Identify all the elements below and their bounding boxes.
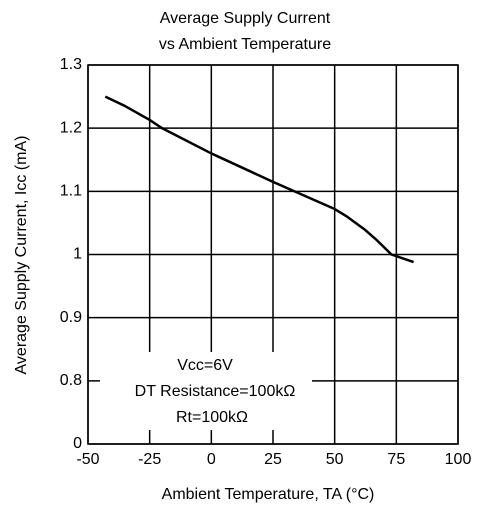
chart-title: Average Supply Current xyxy=(160,10,331,27)
y-tick-label: 0.8 xyxy=(60,372,82,389)
annotation-bg xyxy=(100,352,312,430)
x-tick-label: -25 xyxy=(138,451,161,468)
plot-frame xyxy=(87,64,459,445)
y-tick-label: 1.2 xyxy=(60,119,82,136)
y-tick-label: 1 xyxy=(73,246,82,263)
data-line xyxy=(104,95,415,264)
y-tick-label: 1.3 xyxy=(60,56,82,73)
x-axis-label: Ambient Temperature, TA (°C) xyxy=(162,486,375,503)
x-tick-label: 75 xyxy=(387,451,405,468)
y-tick-label: 0 xyxy=(73,435,82,452)
x-tick-label: 25 xyxy=(264,451,282,468)
chart-title: vs Ambient Temperature xyxy=(159,36,331,53)
annotation: DT Resistance=100kΩ xyxy=(135,383,296,400)
x-tick-label: -50 xyxy=(76,451,99,468)
annotation: Rt=100kΩ xyxy=(176,409,248,426)
x-tick-label: 100 xyxy=(445,451,472,468)
x-tick-label: 50 xyxy=(326,451,344,468)
y-tick-label: 0.9 xyxy=(60,309,82,326)
annotation: Vcc=6V xyxy=(177,357,233,374)
x-tick-label: 0 xyxy=(207,451,216,468)
y-axis-label: Average Supply Current, Icc (mA) xyxy=(13,136,30,375)
y-tick-label: 1.1 xyxy=(60,183,82,200)
